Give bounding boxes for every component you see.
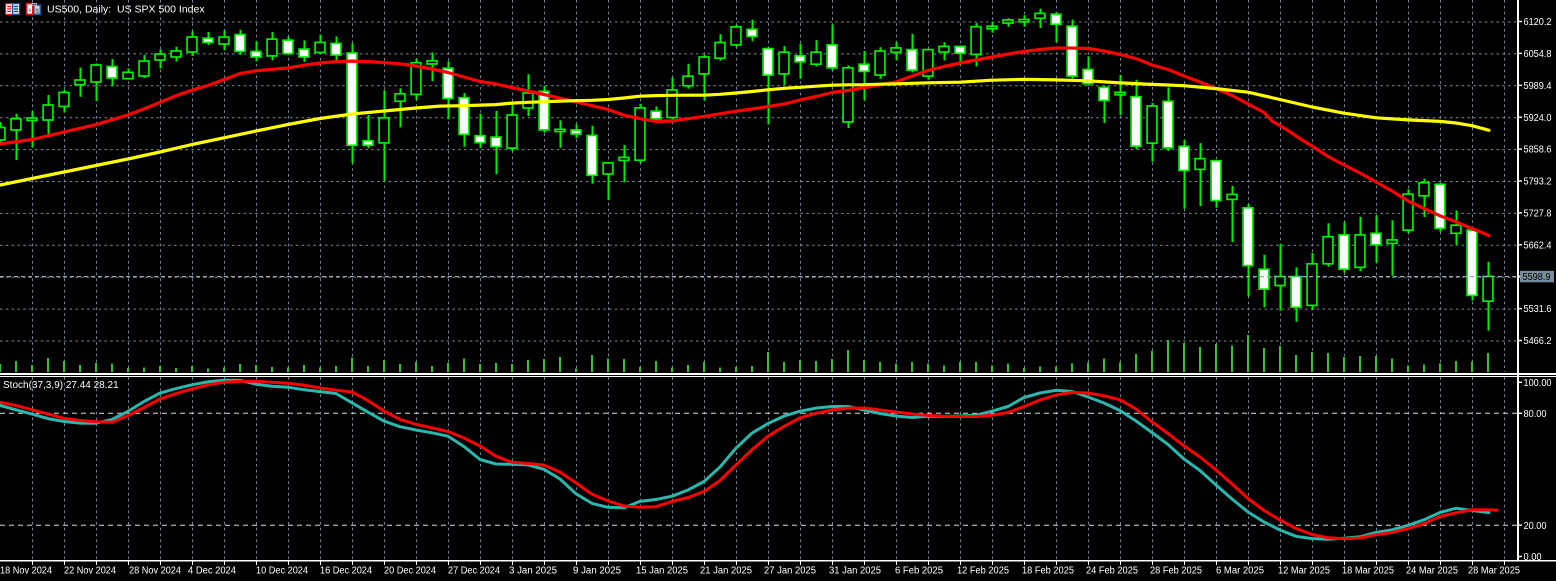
svg-text:27 Dec 2024: 27 Dec 2024 (448, 566, 500, 577)
svg-text:5924.0: 5924.0 (1524, 113, 1552, 124)
svg-text:9 Jan 2025: 9 Jan 2025 (573, 566, 621, 577)
svg-text:20.00: 20.00 (1524, 521, 1547, 532)
svg-text:Stoch(37,3,9) 27.44 28.21: Stoch(37,3,9) 27.44 28.21 (3, 380, 119, 391)
svg-text:24 Mar 2025: 24 Mar 2025 (1406, 566, 1458, 577)
svg-text:16 Dec 2024: 16 Dec 2024 (320, 566, 372, 577)
svg-text:22 Nov 2024: 22 Nov 2024 (64, 566, 116, 577)
svg-text:12 Feb 2025: 12 Feb 2025 (957, 566, 1009, 577)
svg-text:6054.8: 6054.8 (1524, 49, 1552, 60)
svg-text:18 Nov 2024: 18 Nov 2024 (0, 566, 52, 577)
svg-text:US500, Daily: US SPX 500 Inde: US500, Daily: US SPX 500 Index (47, 4, 205, 16)
svg-text:5727.8: 5727.8 (1524, 209, 1552, 220)
svg-text:20 Dec 2024: 20 Dec 2024 (384, 566, 436, 577)
svg-text:15 Jan 2025: 15 Jan 2025 (636, 566, 688, 577)
svg-text:5531.6: 5531.6 (1524, 304, 1552, 315)
svg-text:27 Jan 2025: 27 Jan 2025 (764, 566, 816, 577)
svg-text:6 Mar 2025: 6 Mar 2025 (1216, 566, 1264, 577)
svg-text:0.00: 0.00 (1524, 552, 1542, 563)
svg-text:100.00: 100.00 (1524, 378, 1552, 389)
svg-text:28 Feb 2025: 28 Feb 2025 (1150, 566, 1202, 577)
svg-text:5858.6: 5858.6 (1524, 145, 1552, 156)
svg-text:12 Mar 2025: 12 Mar 2025 (1278, 566, 1330, 577)
svg-text:5598.9: 5598.9 (1523, 272, 1551, 283)
svg-text:6120.2: 6120.2 (1524, 17, 1552, 28)
svg-text:5466.2: 5466.2 (1524, 336, 1552, 347)
svg-text:28 Mar 2025: 28 Mar 2025 (1468, 566, 1520, 577)
svg-text:24 Feb 2025: 24 Feb 2025 (1086, 566, 1138, 577)
svg-text:31 Jan 2025: 31 Jan 2025 (829, 566, 881, 577)
svg-text:5793.2: 5793.2 (1524, 177, 1552, 188)
svg-text:80.00: 80.00 (1524, 409, 1547, 420)
svg-text:18 Mar 2025: 18 Mar 2025 (1342, 566, 1394, 577)
svg-text:18 Feb 2025: 18 Feb 2025 (1022, 566, 1074, 577)
svg-text:4 Dec 2024: 4 Dec 2024 (188, 566, 236, 577)
svg-text:6 Feb 2025: 6 Feb 2025 (895, 566, 943, 577)
svg-text:28 Nov 2024: 28 Nov 2024 (129, 566, 181, 577)
svg-text:5989.4: 5989.4 (1524, 81, 1552, 92)
svg-text:3 Jan 2025: 3 Jan 2025 (509, 566, 557, 577)
svg-text:10 Dec 2024: 10 Dec 2024 (256, 566, 308, 577)
svg-text:21 Jan 2025: 21 Jan 2025 (700, 566, 752, 577)
svg-text:5662.4: 5662.4 (1524, 240, 1552, 251)
